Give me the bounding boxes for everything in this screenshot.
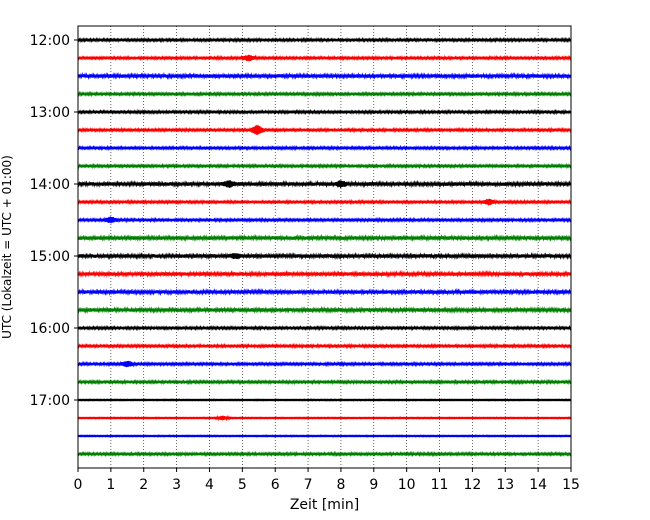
x-tick-label: 11: [431, 477, 449, 493]
x-tick-label: 1: [106, 477, 115, 493]
x-tick-label: 15: [562, 477, 580, 493]
y-tick-label: 14:00: [30, 177, 70, 193]
y-tick-label: 13:00: [30, 105, 70, 121]
x-axis-label: Zeit [min]: [290, 497, 359, 513]
trace-series: [77, 36, 572, 458]
x-tick-label: 13: [496, 477, 514, 493]
x-tick-label: 2: [139, 477, 148, 493]
x-tick-label: 10: [398, 477, 416, 493]
x-tick-label: 12: [463, 477, 481, 493]
y-tick-label: 15:00: [30, 249, 70, 265]
x-tick-label: 4: [205, 477, 214, 493]
x-tick-label: 8: [336, 477, 345, 493]
x-tick-label: 9: [369, 477, 378, 493]
y-tick-label: 16:00: [30, 321, 70, 337]
x-tick-label: 3: [172, 477, 181, 493]
x-axis-ticks: 0 1 2 3 4 5 6 7 8 9 10 11 12 13 14 15: [74, 468, 580, 493]
y-axis-ticks: 12:00 13:00 14:00 15:00 16:00 17:00: [30, 33, 78, 409]
x-tick-label: 5: [238, 477, 247, 493]
plot-frame: [77, 25, 572, 469]
y-tick-label: 17:00: [30, 393, 70, 409]
y-axis-label: UTC (Lokalzeit = UTC + 01:00): [0, 155, 14, 339]
x-tick-label: 0: [74, 477, 83, 493]
y-tick-label: 12:00: [30, 33, 70, 49]
x-tick-label: 6: [271, 477, 280, 493]
x-tick-label: 14: [529, 477, 547, 493]
x-tick-label: 7: [304, 477, 313, 493]
